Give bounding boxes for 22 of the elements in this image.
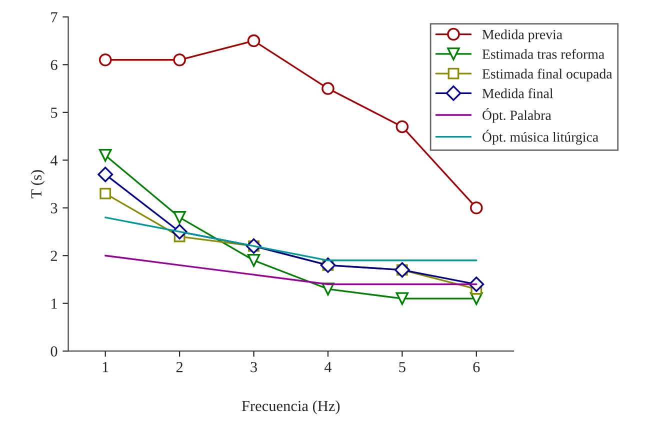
legend-label: Estimada tras reforma: [482, 48, 604, 59]
legend-label: Estimada final ocupada: [482, 68, 612, 82]
legend-label: Medida final: [482, 88, 554, 98]
x-tick-label: 6: [473, 362, 480, 372]
x-tick-label: 1: [102, 362, 108, 372]
x-tick-label: 2: [176, 362, 183, 372]
legend-label: Ópt. música litúrgica: [482, 130, 598, 145]
y-tick-label: 4: [50, 155, 58, 166]
x-axis-title: Frecuencia (Hz): [242, 400, 340, 414]
y-tick-label: 3: [50, 203, 58, 214]
x-tick-label: 3: [250, 362, 257, 372]
y-tick-label: 0: [50, 346, 58, 357]
y-tick-label: 6: [50, 60, 58, 70]
legend-label: Ópt. Palabra: [482, 108, 552, 123]
y-tick-label: 2: [50, 250, 57, 261]
legend-label: Medida previa: [482, 30, 562, 42]
y-tick-label: 7: [51, 12, 58, 22]
y-tick-label: 5: [51, 108, 58, 118]
y-tick-label: 1: [52, 298, 57, 309]
x-tick-label: 5: [399, 362, 406, 372]
y-axis-title: T (s): [30, 170, 45, 198]
x-tick-label: 4: [324, 362, 332, 372]
